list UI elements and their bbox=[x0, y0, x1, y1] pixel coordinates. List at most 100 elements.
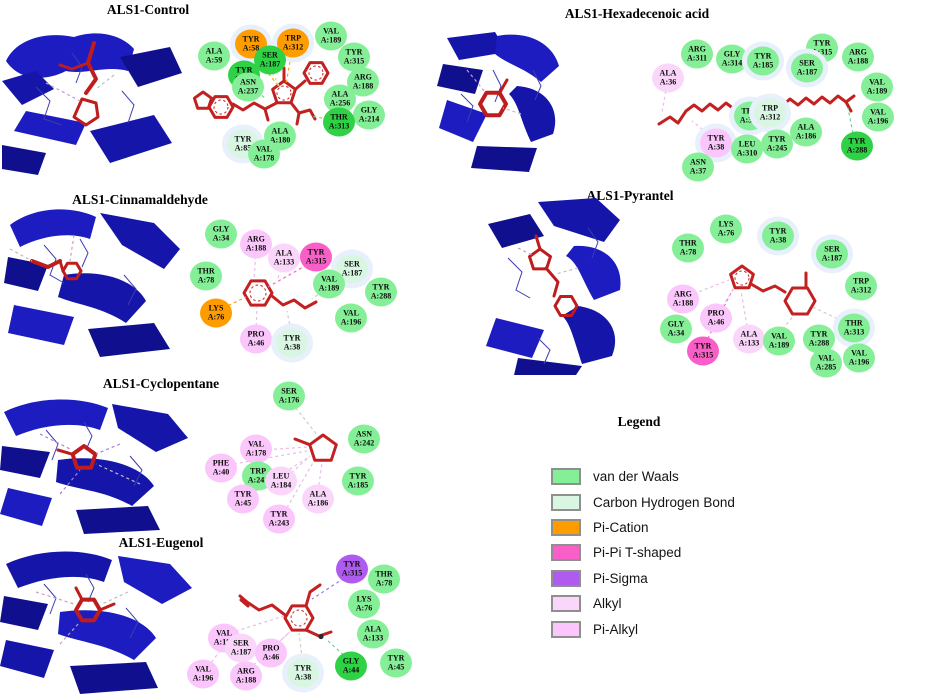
residue-tyr-a243: TYR A:243 bbox=[263, 504, 295, 534]
residue-gly-a34: GLY A:34 bbox=[660, 314, 692, 344]
residue-tyr-a315: TYR A:315 bbox=[300, 242, 332, 272]
residue-leu-a184: LEU A:184 bbox=[265, 466, 297, 496]
residue-tyr-a288: TYR A:288 bbox=[365, 277, 397, 307]
residue-val-a196: VAL A:196 bbox=[862, 102, 894, 132]
residue-tyr-a38: TYR A:38 bbox=[700, 128, 732, 158]
legend-item: Pi-Alkyl bbox=[551, 616, 735, 641]
residue-val-a196: VAL A:196 bbox=[187, 659, 219, 689]
legend-swatch bbox=[551, 620, 581, 638]
residue-ala-a59: ALA A:59 bbox=[198, 41, 230, 71]
residue-ala-a133: ALA A:133 bbox=[268, 243, 300, 273]
residue-thr-a313: THR A:313 bbox=[838, 313, 870, 343]
residue-leu-a310: LEU A:310 bbox=[731, 134, 763, 164]
residue-ser-a187: SER A:187 bbox=[791, 53, 823, 83]
residue-gly-a34: GLY A:34 bbox=[205, 219, 237, 249]
residue-val-a285: VAL A:285 bbox=[810, 348, 842, 378]
residue-val-a189: VAL A:189 bbox=[315, 21, 347, 51]
protein-3d-cyclopentane bbox=[0, 399, 188, 534]
residue-lys-a76: LYS A:76 bbox=[348, 589, 380, 619]
residue-arg-a188: ARG A:188 bbox=[240, 229, 272, 259]
residue-trp-a312: TRP A:312 bbox=[845, 271, 877, 301]
residue-val-a189: VAL A:189 bbox=[763, 326, 795, 356]
residue-val-a189: VAL A:189 bbox=[861, 72, 893, 102]
legend-item: Pi-Sigma bbox=[551, 566, 735, 591]
residue-val-a196: VAL A:196 bbox=[335, 303, 367, 333]
residue-lys-a76: LYS A:76 bbox=[710, 214, 742, 244]
legend-title: Legend bbox=[617, 414, 661, 429]
panel-title-eugenol: ALS1-Eugenol bbox=[118, 535, 204, 550]
residue-tyr-a185: TYR A:185 bbox=[747, 46, 779, 76]
residue-asn-a37: ASN A:37 bbox=[682, 152, 714, 182]
protein-3d-hexadecenoic bbox=[437, 32, 559, 172]
residue-ser-a187: SER A:187 bbox=[816, 239, 848, 269]
residue-thr-a78: THR A:78 bbox=[190, 261, 222, 291]
residue-val-a178: VAL A:178 bbox=[240, 434, 272, 464]
residue-pro-a46: PRO A:46 bbox=[240, 324, 272, 354]
legend-item-label: Alkyl bbox=[593, 596, 622, 612]
residue-pro-a46: PRO A:46 bbox=[700, 303, 732, 333]
residue-phe-a40: PHE A:40 bbox=[205, 453, 237, 483]
residue-gly-a214: GLY A:214 bbox=[353, 100, 385, 130]
residue-pro-a46: PRO A:46 bbox=[255, 638, 287, 668]
residue-ala-a186: ALA A:186 bbox=[790, 117, 822, 147]
residue-asn-a242: ASN A:242 bbox=[348, 424, 380, 454]
legend-swatch bbox=[551, 518, 581, 536]
residue-tyr-a38: TYR A:38 bbox=[276, 328, 308, 358]
residue-asn-a237: ASN A:237 bbox=[232, 72, 264, 102]
residue-ala-a133: ALA A:133 bbox=[357, 619, 389, 649]
residue-ser-a187: SER A:187 bbox=[225, 633, 257, 663]
residue-tyr-a288: TYR A:288 bbox=[841, 131, 873, 161]
residue-val-a189: VAL A:189 bbox=[313, 269, 345, 299]
residue-tyr-a45: TYR A:45 bbox=[380, 648, 412, 678]
residue-lys-a76: LYS A:76 bbox=[200, 298, 232, 328]
residue-tyr-a185: TYR A:185 bbox=[342, 466, 374, 496]
residue-arg-a311: ARG A:311 bbox=[681, 39, 713, 69]
panel-title-hexadecenoic: ALS1-Hexadecenoic acid bbox=[564, 6, 710, 21]
legend-swatch bbox=[551, 468, 581, 486]
panel-title-control: ALS1-Control bbox=[106, 2, 190, 17]
legend-item-label: Pi-Sigma bbox=[593, 570, 648, 586]
residue-thr-a313: THR A:313 bbox=[323, 107, 355, 137]
legend-item: Pi-Cation bbox=[551, 515, 735, 540]
residue-trp-a312: TRP A:312 bbox=[277, 28, 309, 58]
residue-arg-a188: ARG A:188 bbox=[230, 661, 262, 691]
residue-tyr-a38: TYR A:38 bbox=[762, 221, 794, 251]
residue-gly-a314: GLY A:314 bbox=[716, 44, 748, 74]
panel-title-pyrantel: ALS1-Pyrantel bbox=[586, 188, 674, 203]
residue-val-a178: VAL A:178 bbox=[248, 139, 280, 169]
legend-swatch bbox=[551, 595, 581, 613]
residue-ser-a176: SER A:176 bbox=[273, 381, 305, 411]
residue-ala-a36: ALA A:36 bbox=[652, 63, 684, 93]
panel-title-cinnamaldehyde: ALS1-Cinnamaldehyde bbox=[72, 192, 208, 207]
residue-tyr-a315: TYR A:315 bbox=[336, 554, 368, 584]
legend-item-label: Pi-Pi T-shaped bbox=[593, 545, 682, 561]
legend-item: Carbon Hydrogen Bond bbox=[551, 489, 735, 514]
panel-title-cyclopentane: ALS1-Cyclopentane bbox=[102, 376, 220, 391]
residue-tyr-a45: TYR A:45 bbox=[227, 484, 259, 514]
legend-item: van der Waals bbox=[551, 464, 735, 489]
residue-thr-a78: THR A:78 bbox=[368, 564, 400, 594]
residue-tyr-a38: TYR A:38 bbox=[287, 658, 319, 688]
residue-ala-a186: ALA A:186 bbox=[302, 484, 334, 514]
residue-gly-a44: GLY A:44 bbox=[335, 651, 367, 681]
legend-swatch bbox=[551, 569, 581, 587]
protein-3d-cinnamaldehyde bbox=[4, 209, 180, 357]
residue-trp-a312: TRP A:312 bbox=[754, 98, 786, 128]
legend-item-label: van der Waals bbox=[593, 469, 679, 485]
residue-tyr-a315: TYR A:315 bbox=[687, 336, 719, 366]
legend-item: Pi-Pi T-shaped bbox=[551, 540, 735, 565]
residue-ala-a133: ALA A:133 bbox=[733, 324, 765, 354]
legend-swatch bbox=[551, 544, 581, 562]
residue-val-a196: VAL A:196 bbox=[843, 343, 875, 373]
residue-tyr-a245: TYR A:245 bbox=[761, 129, 793, 159]
protein-3d-control bbox=[2, 33, 182, 175]
legend-item: Alkyl bbox=[551, 591, 735, 616]
legend-swatch bbox=[551, 493, 581, 511]
residue-arg-a188: ARG A:188 bbox=[667, 284, 699, 314]
residue-tyr-a315: TYR A:315 bbox=[338, 42, 370, 72]
protein-3d-pyrantel bbox=[486, 198, 621, 375]
legend-items: van der Waals Carbon Hydrogen Bond Pi-Cati… bbox=[551, 464, 735, 642]
protein-3d-eugenol bbox=[0, 551, 192, 694]
